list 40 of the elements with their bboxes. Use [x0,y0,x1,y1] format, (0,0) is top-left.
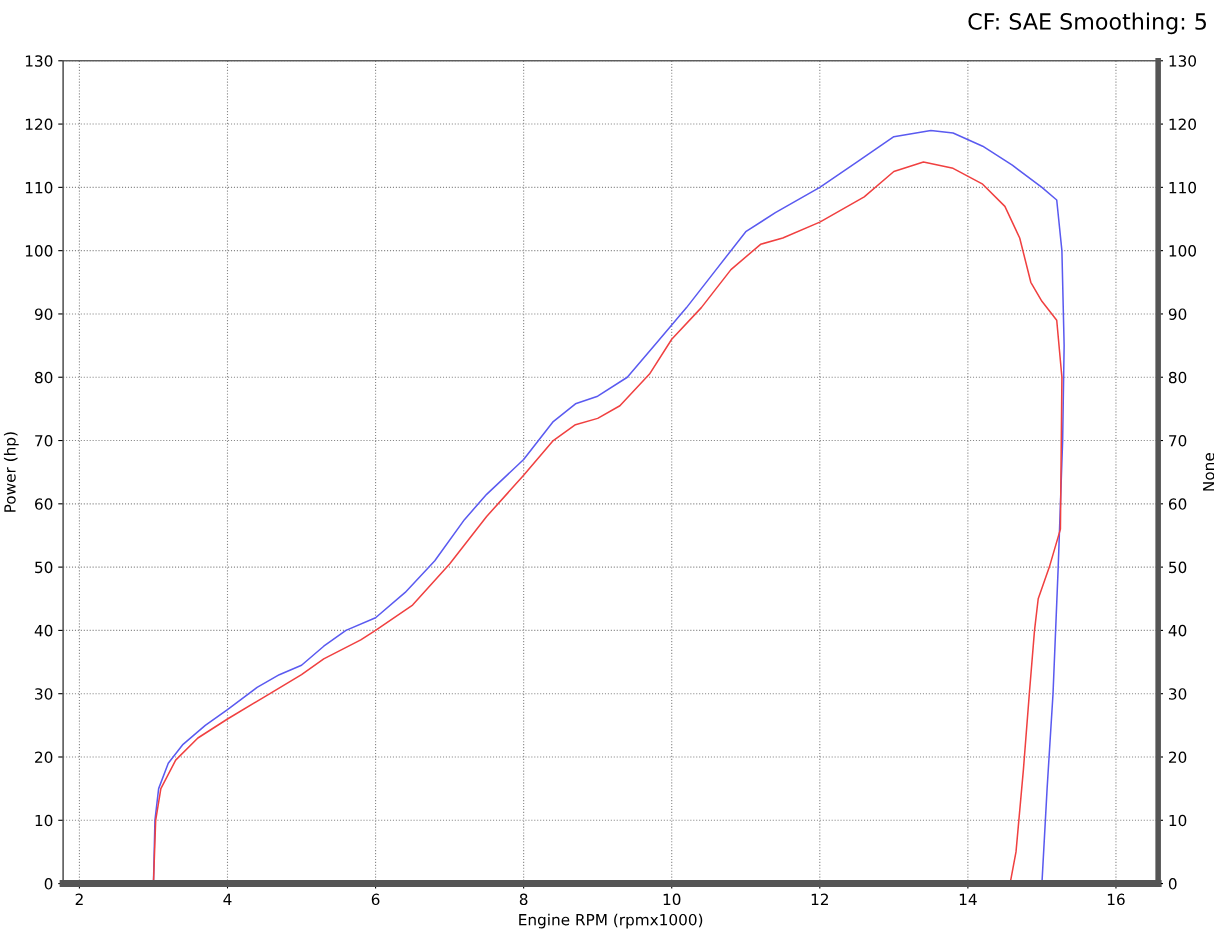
x-tick-label: 12 [811,893,828,905]
y-tick-label: 100 [25,245,53,257]
y2-tick-label: 80 [1168,371,1187,384]
y2-tick-label: 90 [1168,308,1187,320]
y-tick-label: 80 [35,371,53,384]
y2-tick-label: 0 [1168,878,1177,890]
y-tick-label: 60 [35,498,53,510]
y2-tick-label: 100 [1169,245,1197,257]
y-tick-label: 70 [35,434,53,447]
y-tick-label: 30 [35,688,53,700]
x-axis-title: Engine RPM (rpmx1000) [519,913,703,929]
y-tick-label: 90 [34,308,53,320]
y-tick-label: 0 [44,878,53,890]
y-tick-label: 110 [25,181,53,194]
y2-tick-label: 110 [1169,181,1197,194]
y2-tick-label: 70 [1169,434,1187,447]
y2-tick-label: 40 [1168,624,1187,637]
y2-tick-label: 10 [1169,814,1187,827]
x-tick-label: 2 [75,893,83,905]
x-tick-label: 10 [663,893,681,906]
y2-tick-label: 30 [1169,688,1187,700]
x-tick-label: 16 [1107,893,1125,906]
x-tick-label: 14 [959,893,977,905]
y-tick-label: 130 [25,55,53,67]
y2-tick-label: 50 [1169,561,1187,574]
y2-tick-label: 60 [1168,498,1187,510]
y-tick-label: 20 [35,751,53,764]
y-tick-label: 50 [35,561,53,574]
y2-tick-label: 130 [1169,55,1197,67]
y-axis-title: Power (hp) [3,432,19,512]
x-tick-label: 8 [519,893,528,906]
y2-axis-title: None [1203,453,1214,491]
x-tick-label: 4 [223,893,232,905]
text: CF: SAE Smoothing: 5 [968,12,1206,35]
y-tick-label: 10 [35,814,53,827]
y-tick-label: 40 [34,624,53,637]
x-tick-label: 6 [371,893,380,906]
y-tick-label: 120 [25,118,53,131]
y2-tick-label: 120 [1169,118,1197,131]
y2-tick-label: 20 [1169,751,1187,764]
